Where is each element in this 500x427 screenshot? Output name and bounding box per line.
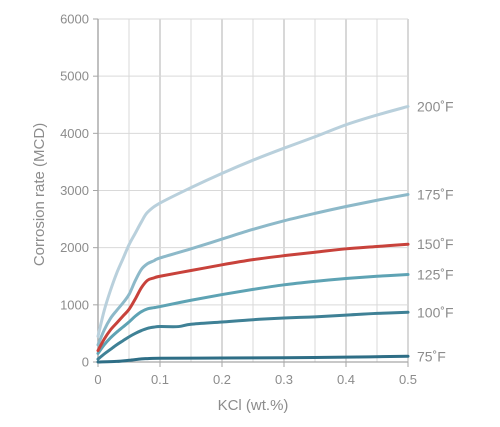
y-tick-label: 2000 — [60, 240, 89, 255]
series-label-200f: 200˚F — [417, 98, 454, 114]
series-lines — [96, 104, 410, 364]
series-line-125f — [96, 273, 410, 355]
series-label-175f: 175˚F — [417, 187, 454, 203]
series-labels: 200˚F 175˚F 150˚F 125˚F 100˚F 75˚F — [417, 98, 454, 364]
y-tick-label: 4000 — [60, 126, 89, 141]
x-tick-label: 0.2 — [213, 372, 231, 387]
series-line-175f — [96, 193, 410, 347]
x-tick-label: 0.5 — [399, 372, 417, 387]
series-label-75f: 75˚F — [417, 348, 446, 364]
x-tick-label: 0.1 — [151, 372, 169, 387]
y-axis-title: Corrosion rate (MCD) — [31, 123, 48, 266]
y-tick-label: 0 — [82, 355, 89, 370]
y-tick-label: 5000 — [60, 69, 89, 84]
axes: 0 1000 2000 3000 4000 5000 6000 0 0.1 0.2 0.3 0.4 0.… — [60, 12, 417, 388]
series-label-100f: 100˚F — [417, 304, 454, 320]
series-line-150f — [96, 242, 410, 353]
series-label-150f: 150˚F — [417, 236, 454, 252]
y-tick-label: 3000 — [60, 183, 89, 198]
x-tick-label: 0.3 — [275, 372, 293, 387]
x-tick-label: 0 — [94, 372, 101, 387]
series-line-200f — [96, 104, 410, 338]
series-line-100f — [96, 310, 410, 361]
x-axis-title: KCl (wt.%) — [218, 397, 289, 414]
x-tick-label: 0.4 — [337, 372, 355, 387]
series-line-75f — [96, 354, 410, 364]
y-tick-label: 1000 — [60, 297, 89, 312]
y-tick-label: 6000 — [60, 12, 89, 27]
series-label-125f: 125˚F — [417, 267, 454, 283]
